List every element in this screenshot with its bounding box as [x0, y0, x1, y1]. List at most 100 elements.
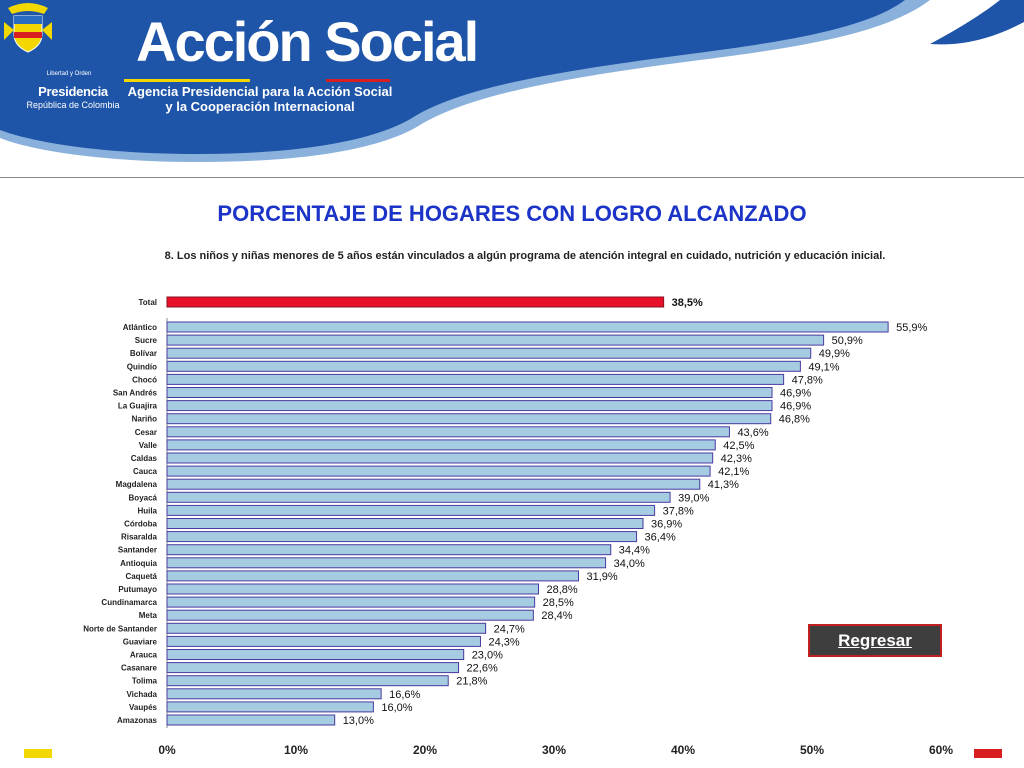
value-label: 46,8% — [779, 414, 810, 426]
value-label: 37,8% — [663, 505, 694, 517]
bar — [166, 583, 540, 595]
value-label: 42,5% — [723, 440, 754, 452]
bar-chart: Total 38,5% Atlántico 55,9% Sucre 50,9% Bolíva… — [83, 296, 953, 755]
yellow-stripe — [124, 79, 250, 82]
bar — [166, 531, 638, 543]
bar — [166, 714, 336, 726]
corner-mark-yellow — [24, 749, 52, 758]
org-name: Acción Social — [136, 10, 479, 73]
coat-of-arms-icon — [4, 3, 52, 53]
header-wave — [0, 0, 1024, 162]
value-label: 31,9% — [587, 571, 618, 583]
bar — [166, 347, 812, 359]
bar — [166, 635, 481, 647]
value-label: 28,4% — [541, 610, 572, 622]
bar — [166, 675, 449, 687]
value-label: 55,9% — [896, 322, 927, 334]
category-label: Nariño — [132, 415, 157, 424]
value-label: 49,9% — [819, 348, 850, 360]
republica-label: República de Colombia — [26, 100, 120, 110]
value-label: 24,7% — [494, 623, 525, 635]
bar — [166, 465, 711, 477]
total-value-label: 38,5% — [672, 297, 703, 309]
category-label: Amazonas — [117, 716, 158, 725]
total-label: Total — [138, 298, 157, 307]
category-label: Cundinamarca — [101, 598, 157, 607]
bar — [166, 426, 730, 438]
value-label: 34,4% — [619, 545, 650, 557]
value-label: 49,1% — [808, 361, 839, 373]
value-label: 21,8% — [456, 676, 487, 688]
category-label: Chocó — [132, 375, 157, 384]
category-label: Caldas — [131, 454, 158, 463]
x-tick-label: 10% — [284, 743, 308, 755]
x-tick-label: 0% — [158, 743, 176, 755]
category-label: La Guajira — [118, 402, 158, 411]
category-label: Valle — [139, 441, 158, 450]
total-bar — [166, 296, 665, 308]
x-tick-label: 60% — [929, 743, 953, 755]
bar — [166, 622, 487, 634]
value-label: 42,3% — [721, 453, 752, 465]
value-label: 23,0% — [472, 650, 503, 662]
bar — [166, 491, 671, 503]
bar — [166, 373, 785, 385]
value-label: 28,8% — [547, 584, 578, 596]
bar — [166, 321, 889, 333]
value-label: 47,8% — [792, 374, 823, 386]
category-label: Putumayo — [118, 585, 157, 594]
value-label: 43,6% — [737, 427, 768, 439]
category-label: Boyacá — [129, 493, 158, 502]
value-label: 34,0% — [614, 558, 645, 570]
bar — [166, 413, 772, 425]
value-label: 42,1% — [718, 466, 749, 478]
category-label: Sucre — [135, 336, 158, 345]
bar — [166, 478, 701, 490]
x-tick-label: 50% — [800, 743, 824, 755]
page-title: PORCENTAJE DE HOGARES CON LOGRO ALCANZAD… — [217, 201, 807, 226]
bar — [166, 544, 612, 556]
back-button[interactable]: Regresar — [808, 624, 942, 657]
value-label: 28,5% — [543, 597, 574, 609]
bar — [166, 452, 714, 464]
bar — [166, 400, 773, 412]
value-label: 50,9% — [832, 335, 863, 347]
category-label: Vichada — [126, 690, 157, 699]
x-tick-label: 20% — [413, 743, 437, 755]
category-label: Tolima — [132, 677, 158, 686]
x-tick-label: 40% — [671, 743, 695, 755]
value-label: 24,3% — [488, 636, 519, 648]
category-label: San Andrés — [113, 389, 158, 398]
category-label: Risaralda — [121, 533, 158, 542]
corner-mark-red — [974, 749, 1002, 758]
value-label: 22,6% — [467, 663, 498, 675]
motto-text: Libertad y Orden — [46, 71, 92, 77]
category-label: Atlántico — [123, 323, 157, 332]
org-subtitle-line2: y la Cooperación Internacional — [165, 99, 355, 114]
chart-title: 8. Los niños y niñas menores de 5 años e… — [164, 250, 886, 262]
category-label: Santander — [118, 546, 157, 555]
value-label: 39,0% — [678, 492, 709, 504]
category-label: Quindío — [127, 362, 157, 371]
bar — [166, 387, 773, 398]
category-label: Guaviare — [123, 637, 158, 646]
category-label: Meta — [139, 611, 158, 620]
category-label: Huila — [137, 506, 157, 515]
bar — [166, 504, 656, 516]
category-label: Córdoba — [124, 520, 157, 529]
bar — [166, 596, 536, 608]
bar — [166, 557, 607, 569]
bar — [166, 439, 716, 451]
org-subtitle-line1: Agencia Presidencial para la Acción Soci… — [127, 84, 393, 99]
category-label: Cesar — [135, 428, 157, 437]
category-label: Antioquia — [120, 559, 157, 568]
bar — [166, 662, 460, 674]
bar — [166, 701, 374, 713]
value-label: 46,9% — [780, 388, 811, 400]
bar — [166, 649, 465, 660]
category-label: Casanare — [121, 664, 158, 673]
category-label: Vaupés — [129, 703, 158, 712]
bar — [166, 334, 825, 346]
bar — [166, 688, 382, 700]
category-label: Magdalena — [116, 480, 158, 489]
